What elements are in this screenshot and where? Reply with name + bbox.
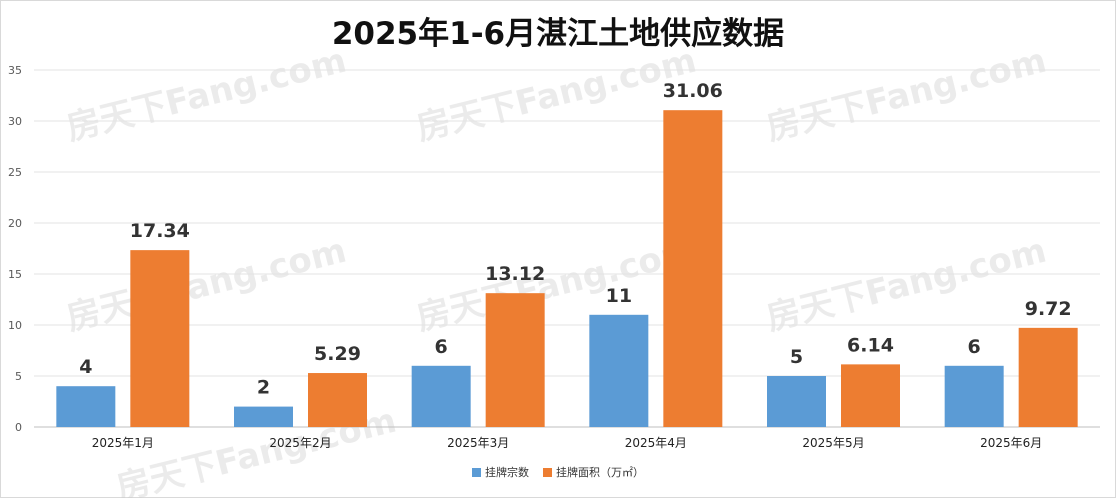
data-label: 17.34 bbox=[130, 220, 190, 242]
data-label: 6 bbox=[435, 336, 448, 358]
bar-area bbox=[841, 364, 900, 427]
x-tick-label: 2025年4月 bbox=[625, 436, 687, 450]
legend: 挂牌宗数 挂牌面积（万㎡） bbox=[0, 464, 1116, 480]
bar-count bbox=[767, 376, 826, 427]
x-tick-label: 2025年3月 bbox=[447, 436, 509, 450]
y-tick-label: 15 bbox=[8, 268, 22, 281]
data-label: 9.72 bbox=[1025, 298, 1072, 320]
bar-count bbox=[56, 386, 116, 427]
bar-count bbox=[944, 365, 1004, 427]
watermark-text: 房天下Fang.com bbox=[413, 41, 701, 149]
chart-title: 2025年1-6月湛江土地供应数据 bbox=[331, 16, 785, 52]
x-tick-label: 2025年6月 bbox=[980, 436, 1042, 450]
data-label: 6.14 bbox=[847, 334, 894, 356]
x-tick-label: 2025年2月 bbox=[269, 436, 331, 450]
x-tick-label: 2025年5月 bbox=[802, 436, 864, 450]
y-tick-label: 35 bbox=[8, 64, 22, 77]
y-tick-label: 10 bbox=[8, 319, 22, 332]
bar-count bbox=[411, 365, 471, 427]
legend-swatch-count bbox=[472, 467, 481, 477]
data-label: 11 bbox=[606, 285, 632, 307]
data-label: 5.29 bbox=[314, 343, 361, 365]
watermark-text: 房天下Fang.com bbox=[63, 231, 351, 339]
legend-item-area: 挂牌面积（万㎡） bbox=[543, 464, 644, 480]
y-tick-label: 25 bbox=[8, 166, 22, 179]
legend-label-area: 挂牌面积（万㎡） bbox=[556, 466, 644, 479]
watermark-text: 房天下Fang.com bbox=[763, 231, 1051, 339]
data-label: 31.06 bbox=[663, 80, 723, 102]
y-tick-label: 30 bbox=[8, 115, 22, 128]
legend-swatch-area bbox=[543, 467, 552, 477]
y-tick-label: 0 bbox=[15, 421, 22, 434]
bar-area bbox=[130, 250, 190, 427]
data-label: 6 bbox=[968, 336, 981, 358]
bar-area bbox=[1018, 327, 1078, 427]
watermark-text: 房天下Fang.com bbox=[763, 41, 1051, 149]
legend-item-count: 挂牌宗数 bbox=[472, 464, 529, 480]
x-tick-label: 2025年1月 bbox=[92, 436, 154, 450]
y-tick-label: 5 bbox=[15, 370, 22, 383]
bar-count bbox=[234, 406, 293, 427]
bar-area bbox=[663, 110, 723, 428]
bar-count bbox=[589, 314, 649, 427]
data-label: 4 bbox=[79, 356, 92, 378]
data-label: 13.12 bbox=[485, 263, 545, 285]
watermark-text: 房天下Fang.com bbox=[63, 41, 351, 149]
bar-area bbox=[308, 373, 367, 427]
data-label: 2 bbox=[257, 377, 270, 399]
data-label: 5 bbox=[790, 346, 803, 368]
watermark-text: 房天下Fang.com bbox=[413, 231, 701, 339]
bar-area bbox=[485, 293, 545, 427]
y-tick-label: 20 bbox=[8, 217, 22, 230]
legend-label-count: 挂牌宗数 bbox=[485, 466, 529, 479]
